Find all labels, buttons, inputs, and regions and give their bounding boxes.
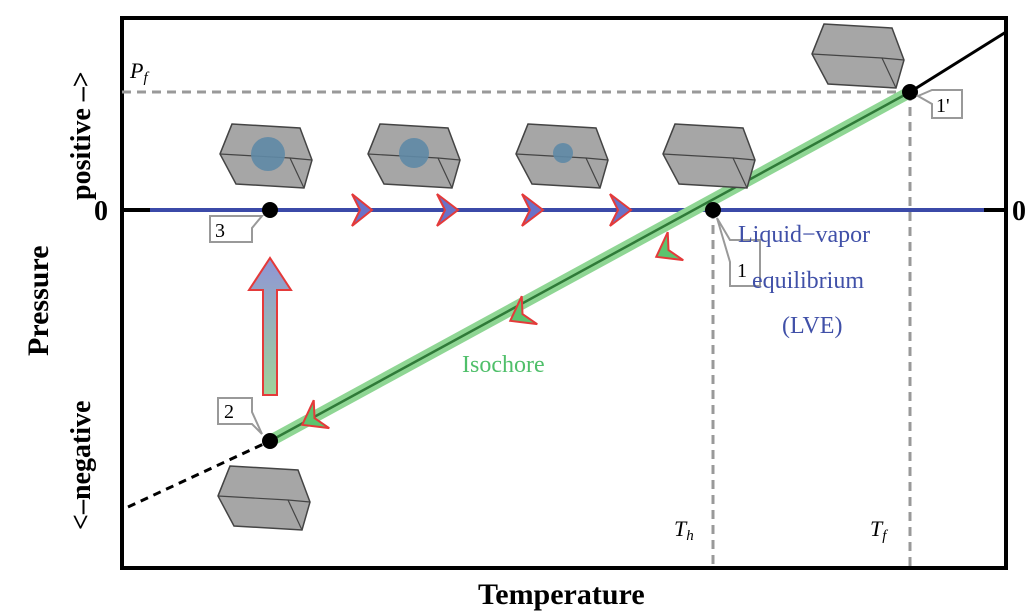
arrow-head-icon: [521, 193, 545, 227]
crystal-box-icon: [515, 123, 609, 189]
lve-arrow-heads: [351, 193, 633, 227]
callout-3: 3: [209, 215, 265, 243]
bubble-icon: [251, 137, 285, 171]
callout-2: 2: [217, 397, 263, 435]
callout-1prime: 1': [915, 89, 963, 119]
crystal-box-icon: [217, 465, 311, 531]
arrow-head-icon: [300, 399, 330, 430]
tf-marker: Tf: [870, 516, 888, 544]
y-negative-label: <–negative: [66, 401, 97, 531]
point-3-label: 3: [215, 220, 225, 242]
point-1-marker: [705, 202, 721, 218]
arrow-head-icon: [609, 193, 633, 227]
y-positive-label: positive –>: [66, 71, 97, 200]
arrow-head-icon: [436, 193, 460, 227]
bubble-icon: [553, 143, 573, 163]
th-marker: Th: [674, 516, 694, 544]
zero-label-right: 0: [1012, 196, 1026, 227]
arrow-head-icon: [351, 193, 374, 227]
x-axis-title: Temperature: [478, 578, 645, 611]
crystal-box-icon: [367, 123, 461, 189]
point-1prime-label: 1': [936, 95, 950, 117]
y-axis-title: Pressure: [22, 245, 55, 356]
isochore-extrapolation: [127, 439, 271, 509]
crystal-box-icon: [662, 123, 756, 189]
crystal-box-icon: [219, 123, 313, 189]
point-3-marker: [262, 202, 278, 218]
plot-frame: [120, 16, 1008, 570]
lve-label-line2: equilibrium: [752, 268, 864, 294]
crystal-box-icon: [811, 23, 905, 89]
zero-label-left: 0: [94, 196, 108, 227]
isochore-arrow-heads: [300, 231, 684, 430]
up-arrow: [247, 256, 293, 396]
point-1-label: 1: [737, 260, 747, 282]
isochore-extension: [909, 30, 1006, 94]
lve-label-line3: (LVE): [782, 313, 842, 339]
point-1prime-marker: [902, 84, 918, 100]
isochore-label: Isochore: [462, 352, 545, 378]
point-2-label: 2: [224, 401, 234, 423]
callout-1: 1: [716, 217, 761, 287]
bubble-icon: [399, 138, 429, 168]
point-2-marker: [262, 433, 278, 449]
arrow-head-icon: [508, 295, 538, 326]
arrow-head-icon: [654, 231, 684, 262]
pf-marker: Pf: [129, 58, 149, 86]
isochore-line: [269, 90, 911, 443]
lve-label-line1: Liquid−vapor: [738, 222, 870, 248]
